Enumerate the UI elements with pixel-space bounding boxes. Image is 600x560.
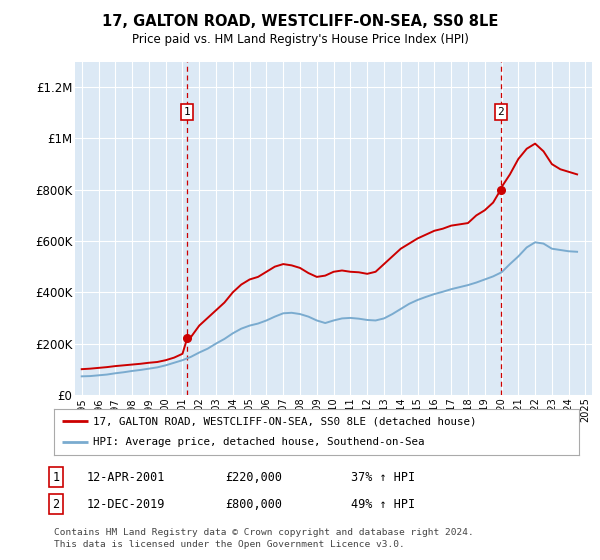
Text: £800,000: £800,000 xyxy=(225,497,282,511)
Text: 1: 1 xyxy=(184,107,191,117)
Text: 2: 2 xyxy=(52,497,59,511)
Text: Contains HM Land Registry data © Crown copyright and database right 2024.
This d: Contains HM Land Registry data © Crown c… xyxy=(54,528,474,549)
Text: 17, GALTON ROAD, WESTCLIFF-ON-SEA, SS0 8LE (detached house): 17, GALTON ROAD, WESTCLIFF-ON-SEA, SS0 8… xyxy=(94,416,477,426)
Text: 1: 1 xyxy=(52,470,59,484)
Text: £220,000: £220,000 xyxy=(225,470,282,484)
Text: Price paid vs. HM Land Registry's House Price Index (HPI): Price paid vs. HM Land Registry's House … xyxy=(131,32,469,46)
Text: 2: 2 xyxy=(497,107,504,117)
Text: 12-DEC-2019: 12-DEC-2019 xyxy=(87,497,166,511)
Text: 37% ↑ HPI: 37% ↑ HPI xyxy=(351,470,415,484)
Text: 49% ↑ HPI: 49% ↑ HPI xyxy=(351,497,415,511)
Text: 17, GALTON ROAD, WESTCLIFF-ON-SEA, SS0 8LE: 17, GALTON ROAD, WESTCLIFF-ON-SEA, SS0 8… xyxy=(102,14,498,29)
Text: HPI: Average price, detached house, Southend-on-Sea: HPI: Average price, detached house, Sout… xyxy=(94,437,425,447)
Text: 12-APR-2001: 12-APR-2001 xyxy=(87,470,166,484)
